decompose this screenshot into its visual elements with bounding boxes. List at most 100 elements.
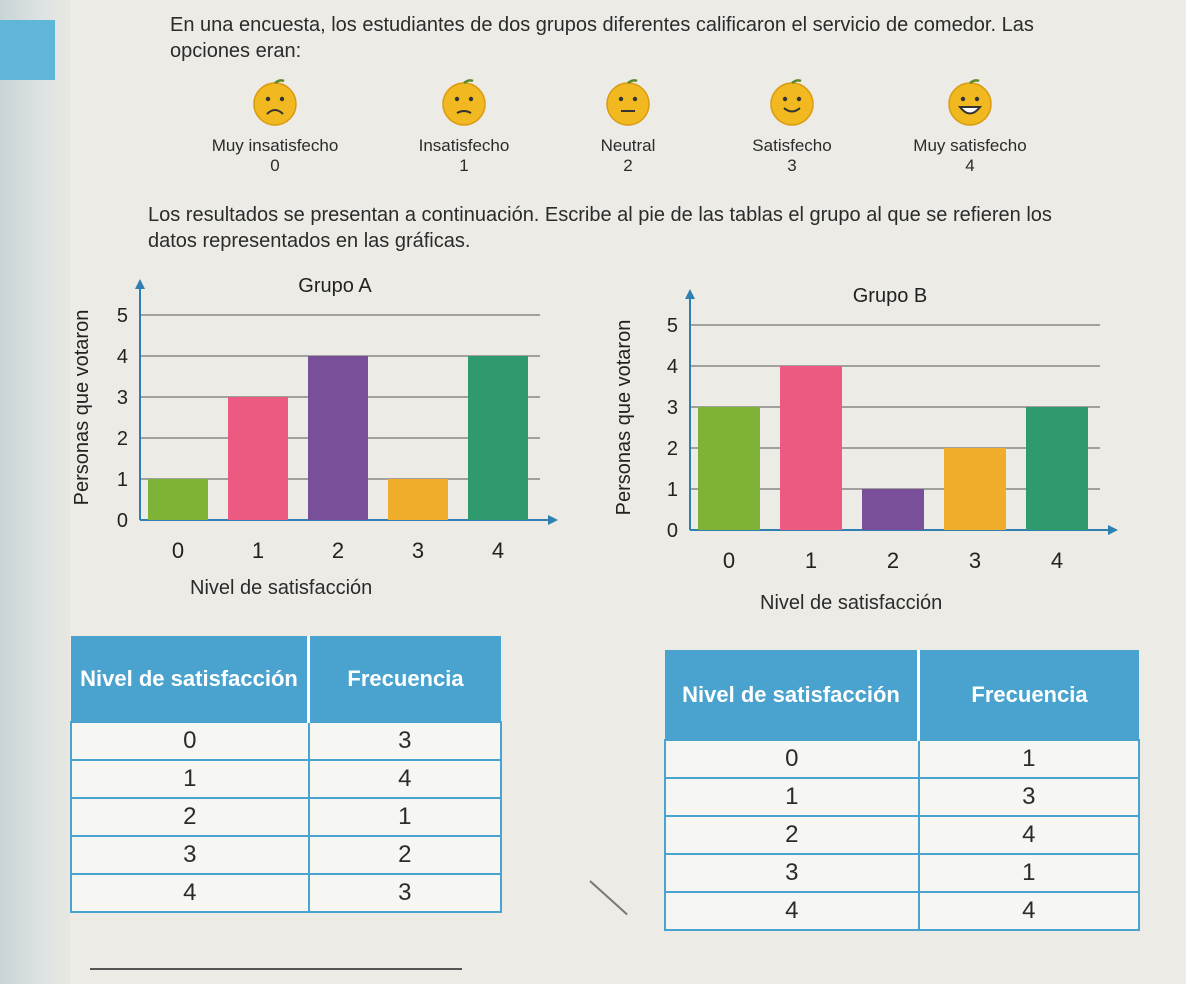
chart-a-bar-0 — [148, 479, 208, 520]
chart-b-bar-1 — [780, 366, 842, 530]
table-2-level-cell: 4 — [664, 891, 920, 931]
chart-a-bar-3 — [388, 479, 448, 520]
chart-a-bar-2 — [308, 356, 368, 520]
table-1-header-frequency: Frecuencia — [308, 636, 501, 722]
chart-a-bar-1 — [228, 397, 288, 520]
table-1-frequency-cell: 3 — [307, 721, 502, 761]
pencil-mark — [589, 880, 628, 916]
table-1-level-cell: 2 — [70, 797, 310, 837]
table-1-frequency-cell: 2 — [307, 835, 502, 875]
chart-a-x-axis-arrow — [548, 515, 558, 525]
chart-b-bar-2 — [862, 489, 924, 530]
answer-line — [90, 968, 462, 970]
chart-a-y-axis-arrow — [135, 279, 145, 289]
option-label: Muy insatisfecho — [211, 136, 339, 155]
chart-b-ylabel: Personas que votaron — [613, 320, 635, 516]
chart-b-ytick-label: 1 — [667, 479, 678, 501]
chart-a-xtick-label: 2 — [332, 538, 344, 563]
chart-b-ytick-label: 2 — [667, 438, 678, 460]
chart-b-xtick-label: 0 — [723, 548, 735, 573]
table-2-frequency-cell: 1 — [917, 853, 1140, 893]
chart-b-x-axis-arrow — [1108, 525, 1118, 535]
chart-b-xtick-label: 4 — [1051, 548, 1063, 573]
table-2-header-level: Nivel de satisfacción — [665, 650, 920, 740]
chart-grupo-a: 0 1 2 3 4 5 0 1 2 3 4 Grupo A Personas que votaron — [60, 268, 560, 568]
chart-b-xlabel: Nivel de satisfacción — [760, 592, 943, 614]
chart-b-bar-4 — [1026, 407, 1088, 530]
option-2: Neutral 2 — [548, 78, 708, 176]
intro-text: En una encuesta, los estudiantes de dos … — [170, 14, 1034, 62]
sad-face-icon — [442, 79, 486, 126]
chart-a-bar-4 — [468, 356, 528, 520]
option-1: Insatisfecho 1 — [384, 78, 544, 176]
table-2-frequency-cell: 4 — [917, 815, 1140, 855]
table-1-frequency-cell: 1 — [307, 797, 502, 837]
chart-a-xtick-label: 1 — [252, 538, 264, 563]
table-2-frequency-cell: 3 — [917, 777, 1140, 817]
chart-b-ytick-label: 3 — [667, 397, 678, 419]
chart-b-xtick-label: 3 — [969, 548, 981, 573]
chart-a-xtick-label: 0 — [172, 538, 184, 563]
chart-a-xlabel: Nivel de satisfacción — [190, 577, 373, 599]
table-2-level-cell: 1 — [664, 777, 920, 817]
chart-grupo-b: 0 1 2 3 4 5 0 1 2 3 4 Grupo B Personas que votaron — [600, 268, 1120, 588]
option-4: Muy satisfecho 4 — [890, 78, 1050, 176]
option-label: Muy satisfecho — [913, 136, 1027, 155]
happy-face-icon — [770, 79, 814, 126]
chart-b-bar-3 — [944, 448, 1006, 530]
chart-a-ytick-label: 0 — [117, 510, 128, 532]
option-value: 1 — [459, 156, 469, 175]
instructions-text: Los resultados se presentan a continuaci… — [148, 204, 1052, 252]
table-2-level-cell: 2 — [664, 815, 920, 855]
table-1-frequency-cell: 4 — [307, 759, 502, 799]
option-value: 3 — [787, 156, 797, 175]
option-value: 2 — [623, 156, 633, 175]
option-0: Muy insatisfecho 0 — [195, 78, 355, 176]
chart-b-ytick-label: 4 — [667, 356, 678, 378]
page-edge — [0, 0, 70, 984]
table-2-level-cell: 0 — [664, 739, 920, 779]
table-1-level-cell: 1 — [70, 759, 310, 799]
chart-b-ytick-label: 0 — [667, 520, 678, 542]
chart-a-xtick-label: 4 — [492, 538, 504, 563]
table-1-frequency-cell: 3 — [307, 873, 502, 913]
edge-tab — [0, 20, 55, 80]
option-value: 4 — [965, 156, 975, 175]
chart-b-xtick-label: 2 — [887, 548, 899, 573]
table-2-frequency-cell: 1 — [917, 739, 1140, 779]
table-2-frequency-cell: 4 — [917, 891, 1140, 931]
chart-a-ytick-label: 1 — [117, 469, 128, 491]
option-label: Neutral — [600, 136, 656, 155]
option-value: 0 — [270, 156, 280, 175]
chart-a-ylabel: Personas que votaron — [71, 310, 93, 506]
chart-a-ytick-label: 4 — [117, 346, 128, 368]
table-2-header-frequency: Frecuencia — [918, 650, 1139, 740]
table-1-level-cell: 4 — [70, 873, 310, 913]
chart-a-ytick-label: 5 — [117, 305, 128, 327]
chart-b-title: Grupo B — [853, 285, 927, 307]
option-label: Satisfecho — [752, 136, 832, 155]
table-1-level-cell: 0 — [70, 721, 310, 761]
option-3: Satisfecho 3 — [712, 78, 872, 176]
very-happy-face-icon — [948, 79, 992, 126]
neutral-face-icon — [606, 79, 650, 126]
very-sad-face-icon — [253, 79, 297, 126]
chart-a-ytick-label: 2 — [117, 428, 128, 450]
option-label: Insatisfecho — [418, 136, 510, 155]
chart-a-ytick-label: 3 — [117, 387, 128, 409]
table-1-level-cell: 3 — [70, 835, 310, 875]
table-2-level-cell: 3 — [664, 853, 920, 893]
chart-b-bar-0 — [698, 407, 760, 530]
chart-b-ytick-label: 5 — [667, 315, 678, 337]
